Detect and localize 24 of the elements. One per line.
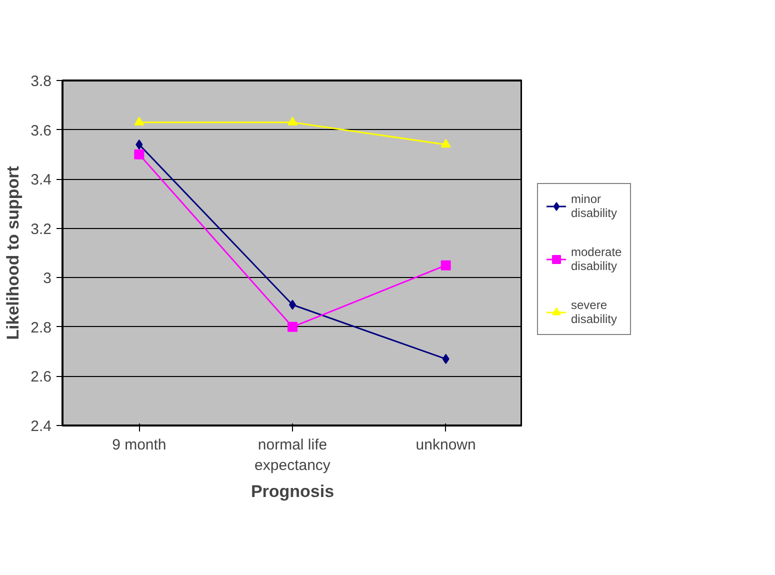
point xyxy=(442,354,450,364)
legend-label: minor disability xyxy=(571,192,618,220)
y-tick-label: 3.8 xyxy=(30,73,52,90)
point xyxy=(440,260,451,270)
legend-label: moderate disability xyxy=(571,244,622,272)
y-tick-label: 3.2 xyxy=(30,220,52,238)
legend-label: severe disability xyxy=(571,298,618,326)
y-tick-label: 3.4 xyxy=(30,172,52,189)
point xyxy=(136,140,143,150)
y-tick-label: 3 xyxy=(43,270,52,288)
point xyxy=(134,116,144,126)
point xyxy=(134,149,144,160)
x-tick-label: normal life expectancy xyxy=(254,436,331,474)
y-tick-label: 2.8 xyxy=(30,319,52,336)
y-tick-label: 2.4 xyxy=(30,418,52,435)
x-tick-label: unknown xyxy=(416,436,476,454)
y-tick-label: 3.6 xyxy=(30,122,52,140)
y-tick-label: 2.6 xyxy=(30,368,52,386)
x-axis-title: Prognosis xyxy=(250,482,334,501)
point xyxy=(288,116,298,126)
point xyxy=(440,138,451,148)
point xyxy=(288,322,298,332)
y-axis-title: Likelihood to support xyxy=(4,166,23,340)
x-tick-label: 9 month xyxy=(112,436,166,454)
